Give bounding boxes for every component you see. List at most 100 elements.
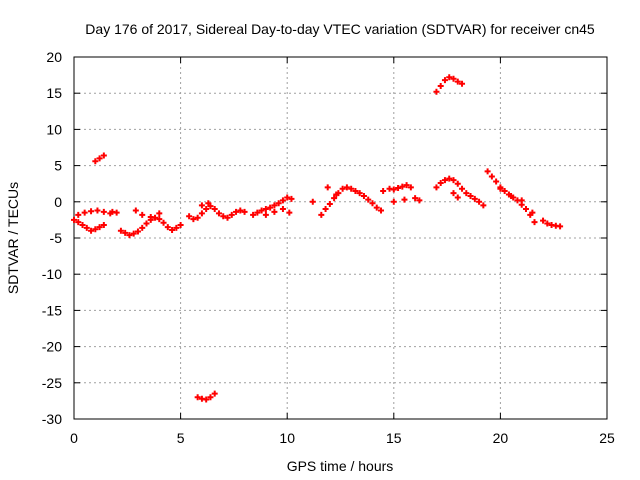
data-point bbox=[454, 78, 461, 85]
data-point bbox=[450, 177, 457, 184]
data-point bbox=[132, 207, 139, 214]
y-tick-label: 0 bbox=[54, 194, 62, 210]
data-point bbox=[241, 208, 248, 215]
data-point bbox=[88, 208, 95, 215]
data-point bbox=[333, 191, 340, 198]
data-point bbox=[403, 182, 410, 189]
data-point bbox=[126, 232, 133, 239]
data-point bbox=[139, 224, 146, 231]
data-point bbox=[237, 207, 244, 214]
data-point bbox=[198, 202, 205, 209]
data-point bbox=[437, 82, 444, 89]
data-point bbox=[92, 158, 99, 165]
data-point bbox=[94, 207, 101, 214]
data-point bbox=[416, 197, 423, 204]
data-point bbox=[531, 219, 538, 226]
grid-lines bbox=[74, 57, 607, 419]
data-point bbox=[134, 228, 141, 235]
data-point bbox=[441, 77, 448, 84]
data-point bbox=[194, 394, 201, 401]
data-point bbox=[220, 213, 227, 220]
data-point bbox=[401, 196, 408, 203]
data-point bbox=[454, 180, 461, 187]
data-point bbox=[279, 206, 286, 213]
data-point bbox=[117, 227, 124, 234]
data-point bbox=[211, 390, 218, 397]
data-point bbox=[433, 88, 440, 95]
data-point bbox=[446, 175, 453, 182]
y-tick-label: 15 bbox=[46, 85, 62, 101]
data-point bbox=[493, 178, 500, 185]
data-point bbox=[122, 229, 129, 236]
y-tick-label: -5 bbox=[50, 230, 63, 246]
data-point bbox=[412, 195, 419, 202]
data-point bbox=[207, 394, 214, 401]
data-point bbox=[544, 220, 551, 227]
y-tick-label: 10 bbox=[46, 121, 62, 137]
data-point bbox=[508, 193, 515, 200]
data-point bbox=[497, 185, 504, 192]
data-point bbox=[81, 209, 88, 216]
data-point bbox=[100, 208, 107, 215]
chart-title: Day 176 of 2017, Sidereal Day-to-day VTE… bbox=[85, 21, 595, 37]
data-point bbox=[113, 209, 120, 216]
data-point bbox=[254, 209, 261, 216]
data-point bbox=[96, 155, 103, 162]
data-point bbox=[75, 219, 82, 226]
data-point bbox=[390, 186, 397, 193]
data-point bbox=[215, 210, 222, 217]
data-point bbox=[160, 219, 167, 226]
data-point bbox=[459, 80, 466, 87]
x-tick-label: 20 bbox=[493, 430, 509, 446]
y-tick-label: -10 bbox=[42, 266, 62, 282]
data-point bbox=[463, 190, 470, 197]
data-point bbox=[250, 211, 257, 218]
data-point bbox=[471, 195, 478, 202]
data-point bbox=[433, 184, 440, 191]
data-point bbox=[454, 194, 461, 201]
data-point bbox=[437, 179, 444, 186]
data-point bbox=[92, 226, 99, 233]
data-point bbox=[446, 74, 453, 81]
data-point bbox=[147, 214, 154, 221]
y-tick-label: -20 bbox=[42, 339, 62, 355]
data-point bbox=[518, 197, 525, 204]
data-point bbox=[365, 196, 372, 203]
data-point bbox=[318, 211, 325, 218]
data-point bbox=[156, 210, 163, 217]
data-point bbox=[288, 195, 295, 202]
data-point bbox=[488, 173, 495, 180]
x-axis-label: GPS time / hours bbox=[287, 458, 394, 474]
data-point bbox=[130, 230, 137, 237]
data-point bbox=[211, 206, 218, 213]
data-point bbox=[322, 206, 329, 213]
y-axis-label: SDTVAR / TECUs bbox=[5, 182, 21, 294]
data-point bbox=[258, 207, 265, 214]
data-point bbox=[284, 194, 291, 201]
data-point bbox=[339, 185, 346, 192]
data-point bbox=[177, 221, 184, 228]
data-point bbox=[557, 223, 564, 230]
data-point bbox=[369, 200, 376, 207]
data-point bbox=[203, 396, 210, 403]
data-point bbox=[96, 224, 103, 231]
data-point bbox=[262, 206, 269, 213]
data-point bbox=[203, 206, 210, 213]
data-point bbox=[271, 208, 278, 215]
data-point bbox=[71, 216, 77, 223]
data-point bbox=[279, 197, 286, 204]
data-point bbox=[156, 216, 163, 223]
data-point bbox=[271, 202, 278, 209]
data-point bbox=[407, 184, 414, 191]
data-point bbox=[275, 200, 282, 207]
data-point bbox=[373, 204, 380, 211]
data-point bbox=[190, 216, 197, 223]
data-point bbox=[79, 221, 86, 228]
data-point bbox=[484, 168, 491, 175]
data-point bbox=[331, 195, 338, 202]
data-point bbox=[198, 210, 205, 217]
y-tick-label: -25 bbox=[42, 375, 62, 391]
y-tick-label: 5 bbox=[54, 158, 62, 174]
data-point bbox=[441, 177, 448, 184]
